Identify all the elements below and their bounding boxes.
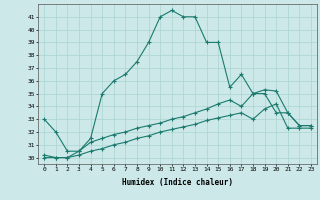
- X-axis label: Humidex (Indice chaleur): Humidex (Indice chaleur): [122, 178, 233, 187]
